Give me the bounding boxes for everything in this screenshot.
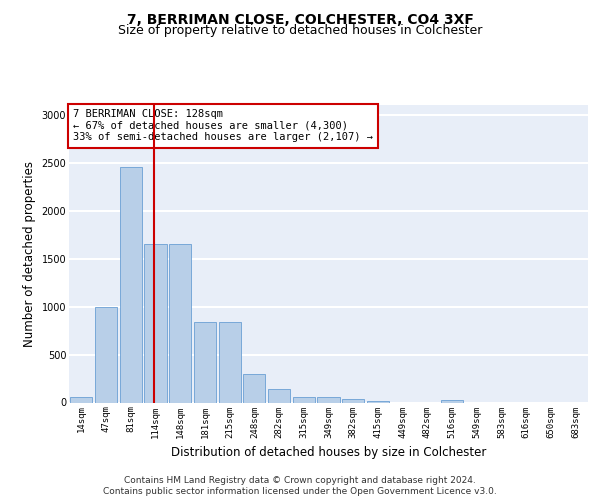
Bar [342,399,364,402]
Bar [441,400,463,402]
Bar [243,374,265,402]
Bar [70,396,92,402]
Y-axis label: Number of detached properties: Number of detached properties [23,161,36,347]
Bar [194,322,216,402]
Text: 7, BERRIMAN CLOSE, COLCHESTER, CO4 3XF: 7, BERRIMAN CLOSE, COLCHESTER, CO4 3XF [127,12,473,26]
Text: Size of property relative to detached houses in Colchester: Size of property relative to detached ho… [118,24,482,37]
Text: 7 BERRIMAN CLOSE: 128sqm
← 67% of detached houses are smaller (4,300)
33% of sem: 7 BERRIMAN CLOSE: 128sqm ← 67% of detach… [73,109,373,142]
Bar [218,322,241,402]
Bar [293,396,315,402]
Bar [169,244,191,402]
Text: Contains HM Land Registry data © Crown copyright and database right 2024.: Contains HM Land Registry data © Crown c… [124,476,476,485]
Bar [268,389,290,402]
Text: Contains public sector information licensed under the Open Government Licence v3: Contains public sector information licen… [103,488,497,496]
Bar [95,306,117,402]
Bar [367,401,389,402]
Bar [317,397,340,402]
Bar [145,244,167,402]
Text: Distribution of detached houses by size in Colchester: Distribution of detached houses by size … [171,446,487,459]
Bar [119,168,142,402]
